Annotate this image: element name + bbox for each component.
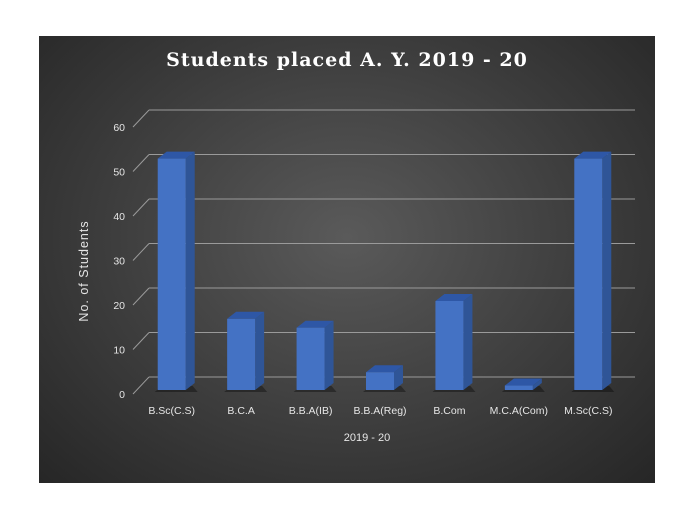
- bar: [154, 151, 198, 392]
- x-tick-label: M.Sc(C.S): [564, 405, 612, 417]
- x-tick-label: B.Sc(C.S): [148, 405, 195, 417]
- bar: [224, 311, 268, 392]
- x-tick-label: B.B.A(Reg): [353, 405, 406, 417]
- x-tick-label: B.C.A: [227, 405, 254, 417]
- chart-panel: 0 10 20 30 40 50 60 B.Sc(C.S) B.C.A B.B.A(IB) B.B…: [39, 36, 655, 483]
- y-tick-label: 40: [113, 211, 125, 223]
- y-axis-title: No. of Students: [77, 220, 91, 321]
- bar: [363, 365, 406, 392]
- gridline: [132, 332, 635, 350]
- y-tick-label: 50: [113, 167, 125, 179]
- y-tick-label: 30: [113, 256, 125, 268]
- bar-chart: 0 10 20 30 40 50 60 B.Sc(C.S) B.C.A B.B.A(IB) B.B…: [77, 49, 635, 444]
- chart-title: Students placed A. Y. 2019 - 20: [166, 49, 528, 71]
- gridline: [132, 154, 635, 172]
- gridline: [132, 109, 635, 128]
- x-tick-label: B.Com: [433, 405, 465, 417]
- bar: [432, 294, 476, 392]
- gridline: [132, 287, 635, 306]
- x-tick-label: M.C.A(Com): [490, 405, 548, 417]
- gridline: [132, 243, 635, 261]
- bar: [571, 151, 615, 392]
- bar: [501, 378, 545, 392]
- bars: [154, 151, 615, 392]
- y-tick-label: 10: [113, 345, 125, 357]
- gridline: [132, 198, 635, 217]
- y-tick-label: 60: [113, 122, 125, 134]
- x-tick-label: B.B.A(IB): [289, 405, 333, 417]
- y-tick-label: 0: [119, 389, 125, 401]
- y-tick-labels: 0 10 20 30 40 50 60: [113, 122, 125, 401]
- x-axis-title: 2019 - 20: [344, 432, 390, 444]
- x-tick-labels: B.Sc(C.S) B.C.A B.B.A(IB) B.B.A(Reg) B.Com M.…: [148, 405, 612, 417]
- y-tick-label: 20: [113, 300, 125, 312]
- gridlines: [132, 109, 635, 395]
- bar: [293, 320, 337, 392]
